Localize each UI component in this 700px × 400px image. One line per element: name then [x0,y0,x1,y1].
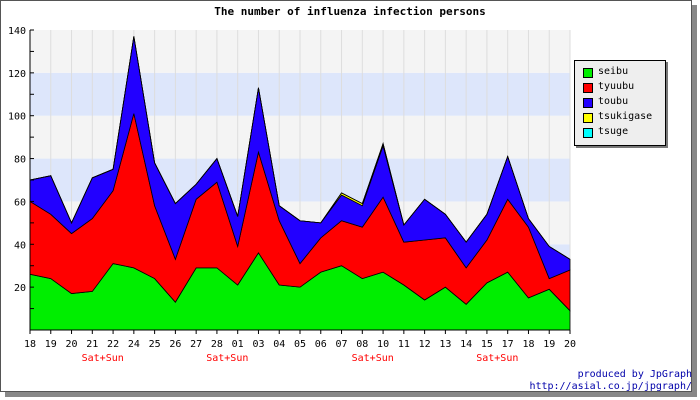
legend-swatch [583,98,593,108]
y-tick-label: 140 [8,26,26,37]
x-tick-label: 22 [107,339,119,350]
x-tick-label: 19 [45,339,57,350]
x-tick-label: 19 [543,339,555,350]
legend-swatch [583,83,593,93]
y-tick-label: 100 [8,112,26,123]
x-tick-label: 14 [460,339,472,350]
series-areas [29,36,571,331]
x-tick-label: 15 [481,339,493,350]
x-tick-label: 06 [315,339,327,350]
x-tick-label: 05 [294,339,306,350]
x-tick-label: 04 [273,339,285,350]
y-tick-labels: 20 40 60 80 100 120 140 [8,26,26,294]
weekend-labels: Sat+Sun Sat+Sun Sat+Sun Sat+Sun [82,353,519,364]
x-tick-label: 21 [86,339,98,350]
x-tick-label: 28 [211,339,223,350]
y-tick-label: 80 [14,155,26,166]
x-tick-label: 27 [190,339,202,350]
x-tick-label: 26 [169,339,181,350]
legend-swatch [583,128,593,138]
weekend-label: Sat+Sun [206,353,248,364]
x-tick-label: 20 [66,339,78,350]
x-tick-label: 12 [419,339,431,350]
legend-label: toubu [598,96,629,107]
y-tick-label: 40 [14,240,26,251]
x-tick-label: 25 [149,339,161,350]
x-tick-label: 07 [336,339,348,350]
x-tick-label: 03 [252,339,264,350]
legend-label: seibu [598,66,629,77]
y-tick-label: 60 [14,197,26,208]
credit-line: produced by JpGraph [577,369,692,380]
axes [29,29,571,334]
x-tick-label: 18 [522,339,534,350]
x-tick-label: 18 [24,339,36,350]
x-tick-label: 17 [502,339,514,350]
legend-label: tsuge [598,126,629,137]
legend-label: tsukigase [598,111,653,122]
x-tick-label: 20 [564,339,576,350]
credit-url: http://asial.co.jp/jpgraph/ [529,381,692,392]
weekend-label: Sat+Sun [82,353,124,364]
x-tick-label: 01 [232,339,244,350]
weekend-label: Sat+Sun [352,353,394,364]
x-tick-label: 13 [439,339,451,350]
y-tick-label: 120 [8,69,26,80]
weekend-label: Sat+Sun [476,353,518,364]
x-tick-label: 24 [128,339,140,350]
y-tick-label: 20 [14,283,26,294]
legend-swatch [583,68,593,78]
legend-swatch [583,113,593,123]
x-tick-labels: 18 19 20 21 22 24 25 26 27 28 01 03 04 05 06 07 08 10 11 12… [24,339,576,350]
x-tick-label: 11 [398,339,410,350]
x-tick-label: 10 [377,339,389,350]
legend-label: tyuubu [598,81,635,92]
legend: seibu tyuubu toubu tsukigase tsuge [574,60,666,146]
x-tick-label: 08 [356,339,368,350]
chart-title: The number of influenza infection person… [214,5,486,18]
